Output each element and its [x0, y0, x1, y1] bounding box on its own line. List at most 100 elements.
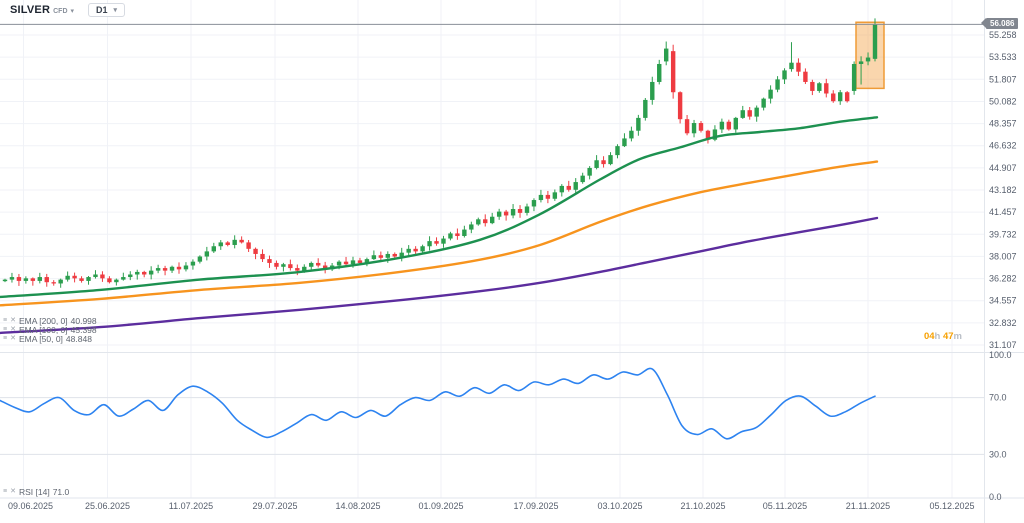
candle-body: [831, 93, 836, 102]
indicator-remove-icon[interactable]: ✕: [10, 326, 16, 333]
indicator-remove-icon[interactable]: ✕: [10, 335, 16, 342]
price-tick: 34.557: [989, 296, 1017, 306]
candle-body: [86, 277, 91, 281]
candles-layer: [2, 18, 878, 288]
candle-body: [142, 271, 147, 275]
candle-body: [608, 155, 613, 165]
date-tick: 05.12.2025: [929, 501, 974, 511]
candle-body: [37, 277, 42, 281]
bar-countdown: 04h 47m: [923, 331, 962, 342]
indicator-settings-icon[interactable]: ≡: [3, 317, 8, 324]
candle-body: [392, 253, 397, 257]
candle-body: [469, 224, 474, 230]
candle-body: [406, 248, 411, 253]
indicator-settings-icon[interactable]: ≡: [3, 326, 8, 333]
timeframe-selector[interactable]: D1 ▾: [88, 3, 126, 17]
price-tick: 50.082: [989, 96, 1017, 106]
candle-body: [650, 81, 655, 100]
candle-body: [740, 110, 745, 118]
indicator-label: EMA [50, 0]: [18, 333, 63, 344]
candle-body: [559, 185, 564, 193]
candle-body: [260, 253, 265, 260]
candle-body: [336, 261, 342, 266]
candle-body: [427, 241, 432, 247]
candle-body: [496, 211, 502, 217]
date-tick: 01.09.2025: [418, 501, 463, 511]
candle-body: [803, 71, 808, 82]
candle-body: [810, 81, 815, 91]
candle-body: [288, 264, 293, 269]
candle-body: [441, 238, 446, 244]
indicator-remove-icon[interactable]: ✕: [10, 317, 16, 324]
symbol-selector[interactable]: SILVER CFD ▾: [10, 4, 74, 16]
candle-body: [302, 266, 307, 271]
candle-body: [844, 92, 850, 102]
indicator-remove-icon[interactable]: ✕: [10, 488, 16, 495]
candle-body: [545, 194, 551, 199]
candle-body: [476, 219, 481, 225]
time-scale[interactable]: 09.06.2025 25.06.2025 11.07.2025 29.07.2025…: [8, 501, 975, 511]
candle-body: [385, 253, 390, 258]
date-tick: 03.10.2025: [597, 501, 642, 511]
candle-body: [817, 83, 822, 91]
price-scale[interactable]: 55.258 53.533 51.807 50.082 48.357 46.632 44.9…: [989, 30, 1017, 502]
chevron-down-icon: ▾: [113, 6, 118, 14]
candle-body: [316, 262, 321, 266]
candle-body: [462, 229, 467, 236]
chevron-down-icon: ▾: [70, 8, 75, 15]
indicator-value: 40.998: [70, 315, 97, 326]
countdown-hours: 04: [923, 331, 935, 342]
price-tick: 36.282: [989, 274, 1017, 284]
candle-body: [155, 268, 161, 271]
chart-header: SILVER CFD ▾ D1 ▾: [10, 3, 126, 17]
candle-body: [148, 270, 154, 275]
price-tick: 55.258: [989, 30, 1017, 40]
candle-body: [719, 121, 725, 130]
candle-body: [851, 63, 857, 91]
price-tick: 41.457: [989, 207, 1017, 217]
candle-body: [524, 206, 530, 213]
candle-body: [636, 117, 641, 131]
candle-body: [44, 277, 49, 283]
candle-body: [782, 70, 787, 80]
date-tick: 05.11.2025: [763, 501, 807, 511]
candle-body: [322, 265, 328, 270]
indicator-settings-icon[interactable]: ≡: [3, 488, 8, 495]
candle-body: [448, 233, 453, 239]
indicator-row-ema100: ≡ ✕ EMA [100, 0] 45.398: [3, 325, 97, 335]
symbol-type-tag: CFD: [53, 8, 68, 15]
current-price-label: 56.086: [980, 18, 1019, 29]
candle-body: [858, 61, 864, 64]
candle-body: [183, 265, 189, 270]
ema-50-line: [0, 116, 879, 299]
candle-body: [726, 121, 732, 130]
date-tick: 21.10.2025: [680, 501, 725, 511]
candle-body: [225, 242, 230, 245]
price-tick: 53.533: [989, 52, 1017, 62]
candle-body: [371, 255, 377, 260]
candle-body: [232, 239, 237, 245]
candle-body: [503, 211, 509, 216]
candle-body: [23, 278, 29, 281]
candle-body: [796, 62, 801, 72]
candle-body: [594, 160, 599, 168]
price-tick: 48.357: [989, 119, 1017, 129]
candle-body: [350, 260, 356, 265]
price-tick: 31.107: [989, 340, 1017, 350]
rsi-tick: 100.0: [989, 350, 1012, 360]
symbol-name: SILVER: [10, 4, 51, 16]
candle-body: [16, 277, 22, 281]
candle-body: [420, 246, 425, 252]
candle-body: [128, 274, 133, 278]
candle-body: [295, 268, 300, 271]
candle-body: [698, 123, 704, 131]
candle-body: [197, 256, 203, 262]
ema-200-line: [0, 216, 879, 335]
countdown-minutes: 47: [942, 331, 954, 342]
candle-body: [691, 123, 697, 134]
indicator-settings-icon[interactable]: ≡: [3, 335, 8, 342]
candle-body: [343, 261, 349, 265]
candle-body: [107, 278, 112, 283]
candle-body: [253, 248, 258, 254]
